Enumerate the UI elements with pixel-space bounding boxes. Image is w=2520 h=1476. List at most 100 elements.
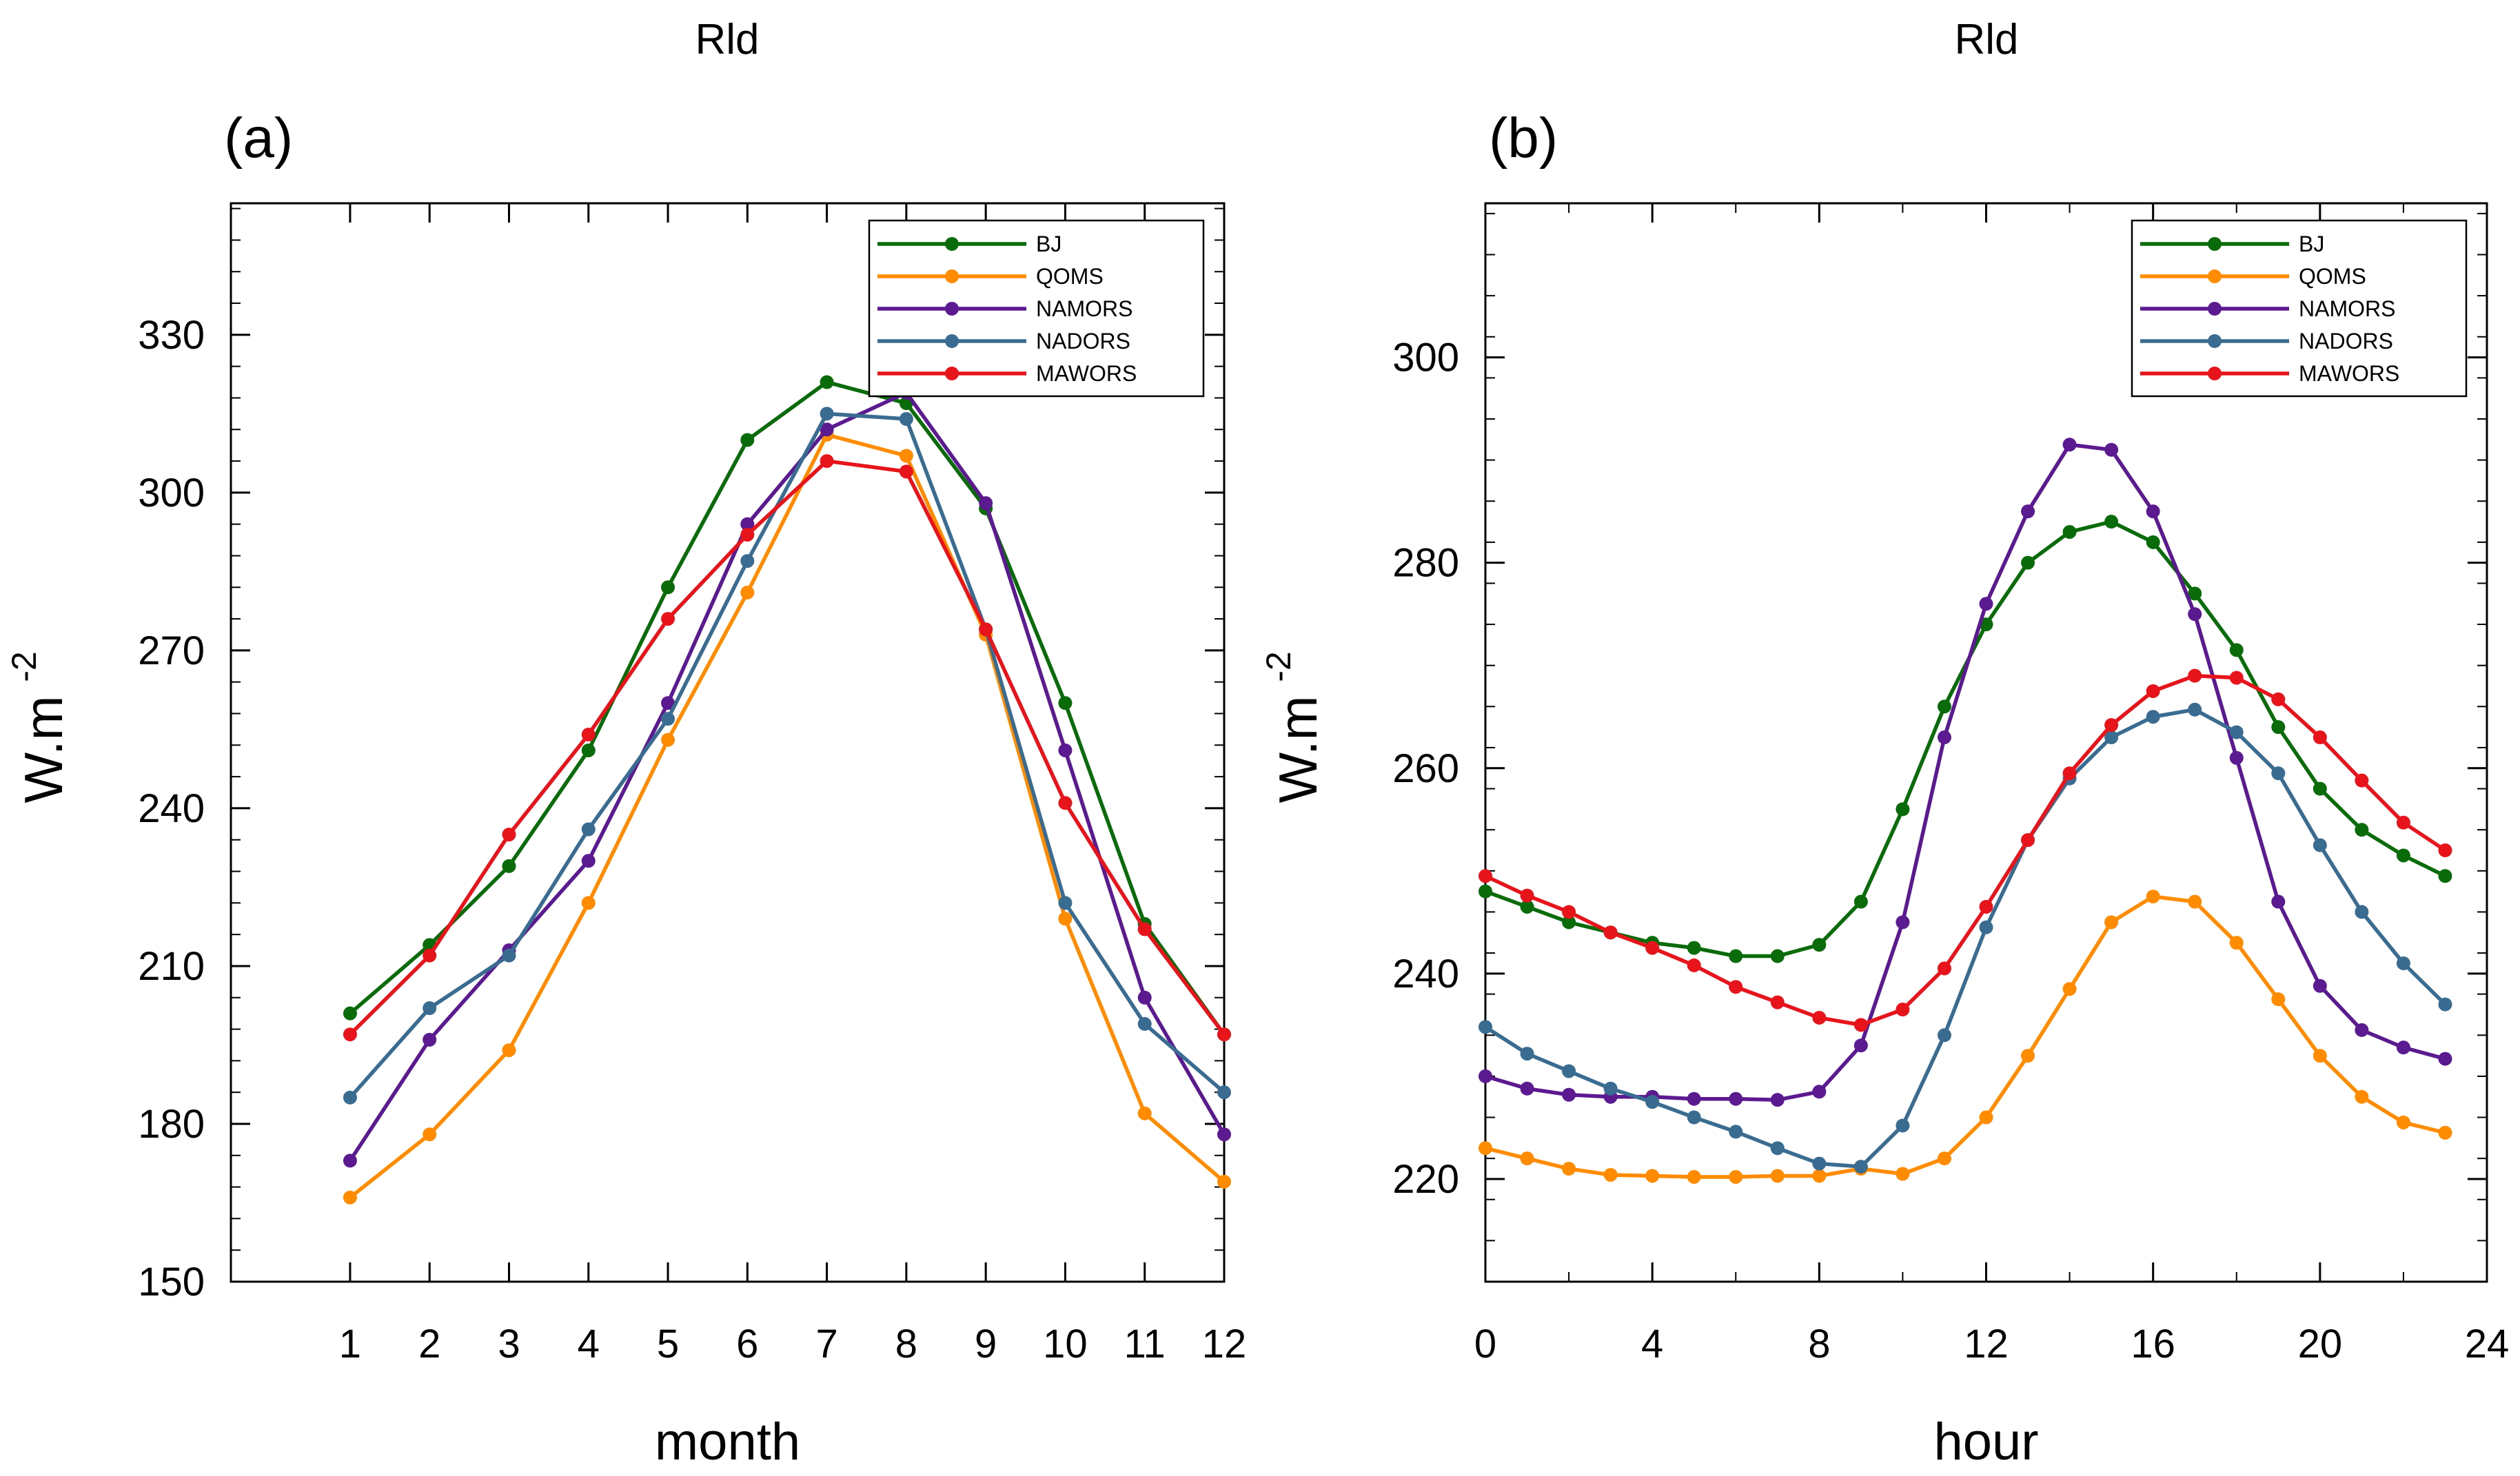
data-point-namors <box>1137 990 1152 1005</box>
data-point-nadors <box>1853 1160 1868 1174</box>
legend-label: NADORS <box>2299 329 2393 353</box>
data-point-mawors <box>1603 925 1618 940</box>
data-point-mawors <box>661 612 675 626</box>
data-point-qoms <box>2355 1089 2369 1104</box>
series-line-bj <box>1485 520 2446 959</box>
legend-label: MAWORS <box>2299 361 2399 386</box>
data-point-nadors <box>2146 710 2160 724</box>
data-point-bj <box>1896 802 1910 817</box>
data-point-mawors <box>1645 941 1660 955</box>
data-point-nadors <box>1896 1118 1910 1133</box>
data-point-namors <box>1770 1093 1785 1107</box>
data-point-qoms <box>2313 1049 2327 1063</box>
data-point-qoms <box>1687 1169 1701 1184</box>
data-point-nadors <box>2355 905 2369 919</box>
data-point-bj <box>740 433 755 447</box>
x-tick-label: 7 <box>815 1322 837 1366</box>
data-point-nadors <box>1603 1081 1618 1096</box>
data-point-mawors <box>1853 1018 1868 1032</box>
data-point-qoms <box>1729 1169 1743 1184</box>
data-point-bj <box>1520 899 1534 914</box>
data-point-mawors <box>1687 958 1701 972</box>
data-point-mawors <box>2021 833 2035 848</box>
data-point-mawors <box>2271 692 2286 706</box>
y-tick-label: 150 <box>138 1260 205 1304</box>
data-point-mawors <box>1479 869 1492 883</box>
data-point-qoms <box>502 1043 516 1058</box>
data-point-bj <box>581 743 596 757</box>
data-point-mawors <box>2062 766 2077 781</box>
y-axis-label: W.m <box>1268 696 1328 803</box>
data-point-nadors <box>1479 1020 1492 1034</box>
data-point-qoms <box>2396 1115 2410 1129</box>
legend-label: NADORS <box>1036 329 1130 353</box>
data-point-qoms <box>740 585 755 599</box>
data-point-nadors <box>1729 1125 1743 1139</box>
panel-b-chart: Rld (b) 0 4 8 12 16 20 24 220 240 260 280 300 hour W.m -… <box>1259 16 2509 1471</box>
data-point-mawors <box>343 1027 357 1042</box>
data-point-nadors <box>2271 766 2286 781</box>
y-tick-label: 280 <box>1392 541 1459 586</box>
legend-swatch-marker <box>945 334 959 348</box>
data-point-namors <box>2229 750 2244 765</box>
data-point-namors <box>820 422 834 437</box>
data-point-mawors <box>2313 730 2327 745</box>
data-point-mawors <box>1217 1027 1231 1042</box>
y-axis-label: W.m <box>13 696 74 803</box>
data-point-nadors <box>2438 997 2452 1012</box>
data-point-namors <box>1729 1091 1743 1106</box>
legend-label: MAWORS <box>1036 361 1137 386</box>
data-point-qoms <box>1058 912 1073 926</box>
x-tick-label: 8 <box>895 1322 917 1366</box>
data-point-mawors <box>1729 980 1743 994</box>
data-point-namors <box>1058 743 1073 757</box>
data-point-mawors <box>740 527 755 542</box>
data-point-namors <box>2021 504 2035 519</box>
data-point-bj <box>2271 720 2286 735</box>
data-point-nadors <box>661 712 675 726</box>
data-point-mawors <box>1770 995 1785 1009</box>
data-point-nadors <box>1645 1095 1660 1109</box>
x-axis-label: hour <box>1933 1413 2038 1471</box>
data-point-nadors <box>1812 1156 1827 1171</box>
data-point-mawors <box>899 464 913 479</box>
data-point-qoms <box>1479 1141 1492 1156</box>
data-point-namors <box>2104 442 2119 457</box>
x-tick-label: 2 <box>418 1322 440 1366</box>
x-tick-label: 5 <box>657 1322 679 1366</box>
data-point-bj <box>1812 938 1827 952</box>
legend-swatch-marker <box>945 302 959 316</box>
data-point-mawors <box>2396 815 2410 830</box>
data-point-mawors <box>1137 922 1152 936</box>
data-point-bj <box>1058 696 1073 710</box>
data-point-qoms <box>1812 1169 1827 1183</box>
data-point-qoms <box>1770 1169 1785 1183</box>
legend-swatch-marker <box>2208 334 2222 348</box>
data-point-mawors <box>2146 684 2160 698</box>
data-point-namors <box>1853 1038 1868 1053</box>
x-tick-label: 24 <box>2465 1322 2510 1366</box>
data-point-bj <box>2062 524 2077 539</box>
data-point-nadors <box>1520 1047 1534 1061</box>
x-tick-label: 1 <box>339 1322 361 1366</box>
legend-swatch-marker <box>2208 367 2222 380</box>
data-point-nadors <box>502 948 516 963</box>
data-point-namors <box>423 1032 437 1047</box>
data-point-qoms <box>2062 982 2077 996</box>
data-point-qoms <box>2229 936 2244 950</box>
data-point-nadors <box>1137 1016 1152 1031</box>
data-point-namors <box>1812 1085 1827 1099</box>
data-point-nadors <box>820 407 834 421</box>
data-point-qoms <box>1896 1167 1910 1181</box>
data-point-bj <box>1729 949 1743 963</box>
legend-label: BJ <box>2299 232 2324 256</box>
series-line-mawors <box>348 459 1226 1036</box>
x-tick-label: 11 <box>1124 1322 1166 1366</box>
y-tick-label: 270 <box>138 628 205 673</box>
y-tick-label: 260 <box>1392 746 1459 791</box>
data-point-bj <box>2438 869 2452 883</box>
data-point-nadors <box>1979 920 1993 934</box>
data-point-qoms <box>1520 1151 1534 1166</box>
data-point-bj <box>2188 586 2202 601</box>
